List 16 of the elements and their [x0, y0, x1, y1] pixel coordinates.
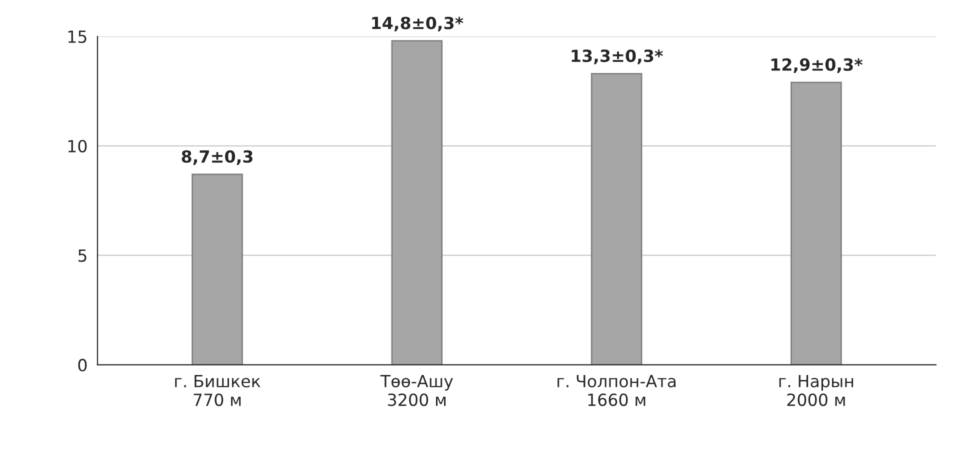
data-label: 12,9±0,3* — [771, 58, 863, 74]
bar — [590, 72, 642, 365]
x-tick-label: г. Чолпон-Ата 1660 м — [558, 375, 676, 406]
y-tick-label: 15 — [68, 30, 86, 44]
y-tick-label: 0 — [78, 358, 87, 372]
y-tick-label: 5 — [78, 250, 86, 262]
bar — [192, 174, 243, 365]
x-tick-label: г. Нарын 2000 м — [779, 375, 854, 406]
data-label: 14,8±0,3* — [372, 16, 464, 32]
x-tick-label: Төө-Ашу 3200 м — [380, 375, 453, 406]
data-label: 8,7±0,3 — [182, 150, 252, 165]
y-tick-label: 10 — [68, 140, 87, 152]
bar — [790, 82, 842, 365]
bar — [391, 40, 443, 365]
x-tick-label: г. Бишкек 770 м — [175, 375, 260, 406]
data-label: 13,3±0,3* — [572, 50, 663, 64]
